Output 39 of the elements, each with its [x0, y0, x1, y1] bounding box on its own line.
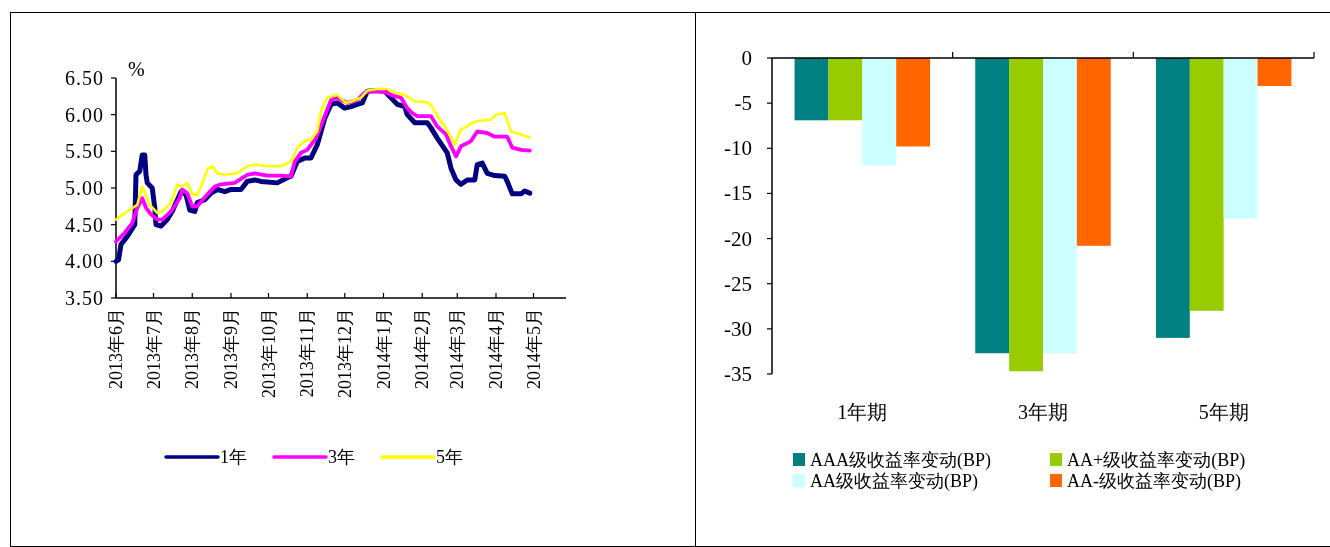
legend-label: AAA级收益率变动(BP): [810, 450, 992, 471]
x-tick-label: 2014年2月: [412, 308, 433, 389]
y-tick-label: 5.50: [65, 140, 104, 163]
x-tick-label: 2013年7月: [143, 308, 164, 389]
x-tick-label: 2013年10月: [258, 308, 279, 398]
y-tick-label: -20: [724, 226, 752, 251]
x-tick-label: 2014年3月: [447, 308, 468, 389]
x-tick-label: 2014年1月: [373, 308, 394, 389]
y-tick-label: -10: [724, 136, 752, 161]
x-tick-label: 1年期: [837, 401, 888, 423]
y-tick-label: -15: [724, 181, 752, 206]
y-tick-label: -25: [724, 271, 752, 296]
x-tick-label: 2014年4月: [486, 308, 506, 389]
y-tick-label: -30: [724, 316, 752, 341]
x-tick-label: 2014年5月: [523, 308, 544, 389]
legend-label: AA级收益率变动(BP): [810, 471, 979, 492]
legend-label: 5年: [436, 447, 463, 467]
y-tick-label: 4.00: [65, 250, 104, 273]
legend-label: 1年: [220, 447, 247, 467]
x-tick-label: 5年期: [1198, 401, 1249, 423]
y-axis-title: %: [128, 58, 145, 80]
line-series: [114, 87, 532, 221]
y-tick-label: -35: [724, 362, 752, 386]
y-tick-label: 6.00: [65, 103, 104, 126]
legend-label: 3年: [328, 447, 355, 467]
x-tick-label: 2013年9月: [221, 308, 241, 389]
x-tick-label: 2013年12月: [334, 308, 355, 398]
y-tick-label: 4.50: [65, 213, 104, 236]
x-tick-label: 2013年6月: [106, 308, 126, 389]
y-tick-label: 6.50: [65, 67, 104, 89]
y-tick-label: -5: [734, 91, 752, 116]
x-tick-label: 3年期: [1018, 401, 1068, 423]
x-tick-label: 2013年8月: [182, 308, 203, 389]
y-tick-label: 5.00: [65, 177, 104, 199]
y-tick-label: 0: [741, 46, 752, 70]
legend-label: AA-级收益率变动(BP): [1067, 471, 1241, 492]
x-tick-label: 2013年11月: [297, 308, 318, 398]
legend-label: AA+级收益率变动(BP): [1067, 450, 1246, 471]
y-tick-label: 3.50: [65, 287, 104, 309]
